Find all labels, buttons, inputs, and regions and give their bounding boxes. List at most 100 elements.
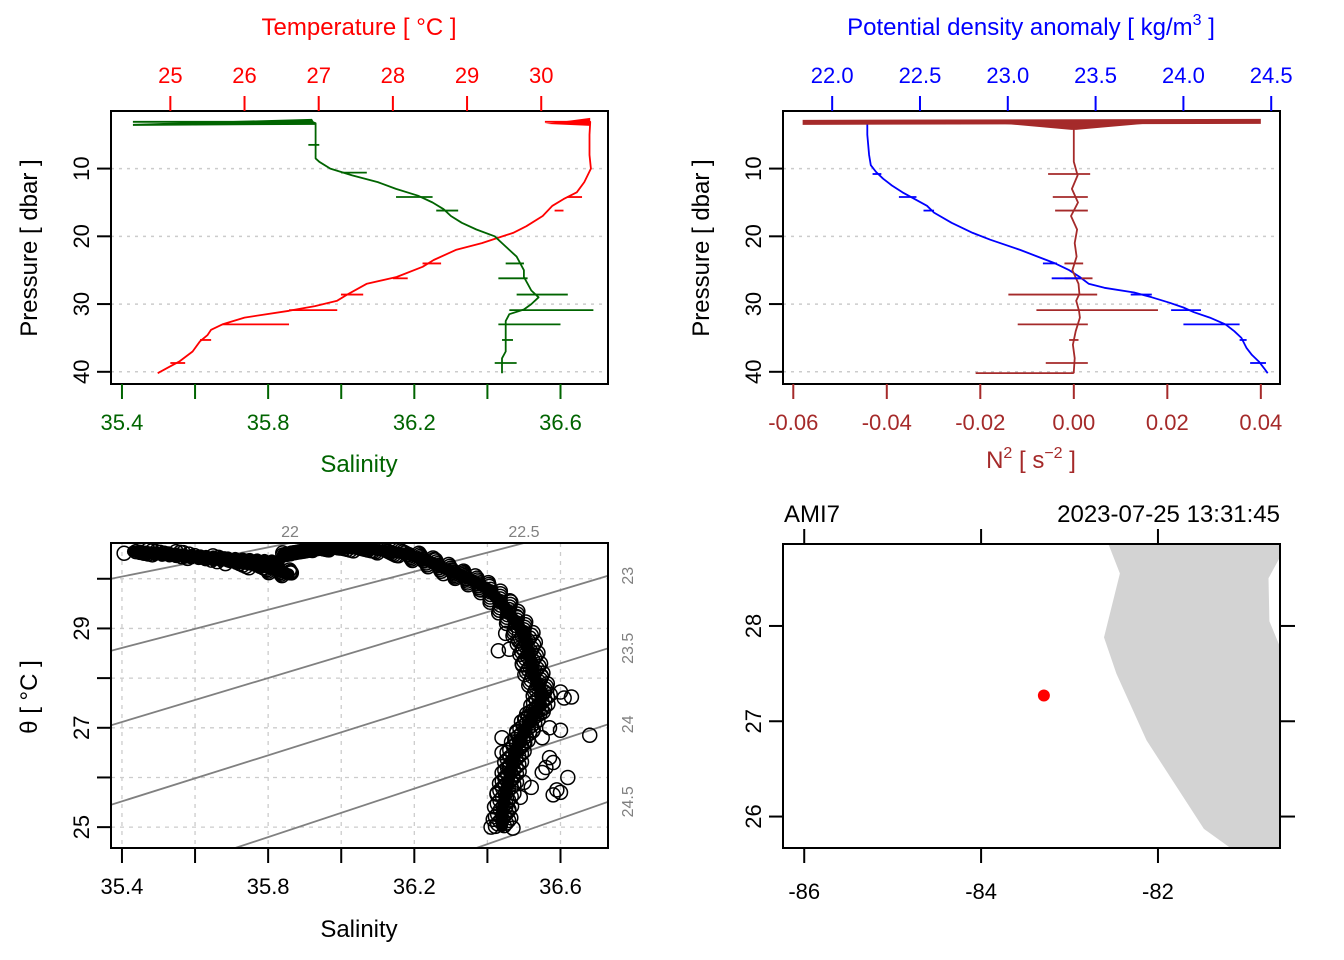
n2-surface-funnel	[1003, 123, 1144, 130]
pressure-tick-label: 20	[741, 224, 766, 248]
plot-frame	[782, 110, 1281, 385]
top-axis-tick-label: 26	[232, 63, 256, 88]
ts-point	[552, 784, 569, 801]
bottom-axis-tick-label: -0.04	[862, 410, 912, 435]
bottom-axis-tick-label: 36.2	[393, 410, 436, 435]
ts-diagram-panel: 22 22.5 23 23.5 24 24.5 25 27 29 35.4 35.8 36.2 36…	[16, 524, 637, 943]
pressure-tick-label: 10	[741, 156, 766, 180]
bottom-axis-tick-label: 0.04	[1239, 410, 1282, 435]
latitude-axis: 26 27 28	[741, 614, 1295, 829]
isopycnal-line	[111, 574, 608, 727]
ts-point-core	[496, 820, 509, 833]
isopycnal-labels: 22 22.5 23 23.5 24 24.5	[281, 524, 637, 817]
bottom-axis-tick-label: 35.8	[247, 410, 290, 435]
series-line-potential-density-anomaly	[819, 120, 1269, 374]
bottom-axis-tick-label: 0.00	[1052, 410, 1095, 435]
station-map-panel: AMI7 2023-07-25 13:31:45 -86 -84 -82 26272…	[741, 501, 1295, 904]
station-marker-layer	[1037, 689, 1050, 702]
top-axis-tick-label: 29	[455, 63, 479, 88]
salinity-axis: 35.4 35.8 36.2 36.6	[101, 384, 582, 435]
ts-point	[563, 689, 580, 705]
station-marker	[1037, 689, 1050, 702]
ts-point	[505, 820, 521, 836]
latitude-tick-label: 27	[741, 709, 766, 733]
land-polygon	[1104, 544, 1280, 848]
ts-point	[534, 764, 550, 781]
n2-title-main: N	[986, 447, 1003, 474]
pressure-axis: 10 20 30 40	[741, 156, 783, 384]
ts-point	[275, 545, 291, 561]
bottom-axis-tick-label: 0.02	[1146, 410, 1189, 435]
bottom-axis-tick-label: 35.4	[101, 410, 144, 435]
station-datetime: 2023-07-25 13:31:45	[1057, 501, 1280, 528]
theta-axis-title: θ [ °C ]	[16, 660, 43, 734]
pressure-tick-label: 40	[69, 360, 94, 384]
isopycnal-line	[234, 723, 608, 848]
n2-title-unit-sup: −2	[1044, 445, 1062, 462]
isopycnal-label: 23.5	[620, 633, 637, 664]
bottom-axis-tick-label: 36.6	[539, 410, 582, 435]
ts-point	[523, 779, 540, 796]
plot-frame	[110, 110, 609, 385]
pressure-tick-label: 20	[69, 224, 94, 248]
n2-title-sup: 2	[1003, 445, 1012, 462]
top-axis-tick-label: 24.5	[1250, 63, 1293, 88]
temperature-axis-title: Temperature [ °C ]	[262, 14, 457, 41]
n2-axis-title: N2 [ s−2 ]	[986, 445, 1076, 474]
pressure-tick-label: 30	[69, 292, 94, 316]
coastline-land	[1104, 544, 1280, 848]
n2-axis: -0.06 -0.04 -0.02 0.00 0.02 0.04	[768, 384, 1282, 435]
profile-data	[802, 118, 1269, 375]
top-axis-tick-label: 28	[381, 63, 405, 88]
salinity-tick-label: 35.8	[247, 874, 290, 899]
ts-point	[534, 729, 550, 746]
ts-point	[538, 759, 554, 776]
ts-point	[494, 744, 510, 761]
ts-point	[516, 734, 532, 751]
density-title-close: ]	[1202, 14, 1215, 41]
isopycnal-label: 24	[620, 715, 637, 733]
ts-point-core	[273, 554, 286, 567]
ts-point	[512, 789, 529, 806]
density-title-main: Potential density anomaly [ kg/m	[847, 14, 1193, 41]
isopycnal-label: 24.5	[620, 786, 637, 817]
ts-point	[483, 819, 499, 835]
ts-point	[494, 729, 510, 746]
ts-point	[560, 769, 576, 786]
top-axis-tick-label: 24.0	[1162, 63, 1205, 88]
theta-tick-label: 27	[69, 716, 94, 740]
longitude-tick-label: -82	[1142, 879, 1174, 904]
n2-title-close: ]	[1063, 447, 1076, 474]
series-line-n2	[1070, 121, 1081, 374]
latitude-tick-label: 28	[741, 614, 766, 638]
salinity-axis-title: Salinity	[320, 916, 397, 943]
longitude-tick-label: -86	[788, 879, 820, 904]
salinity-surface-streak	[132, 118, 316, 126]
density-axis-title: Potential density anomaly [ kg/m3 ]	[847, 12, 1215, 41]
pressure-tick-label: 10	[69, 156, 94, 180]
pressure-gridlines	[111, 167, 608, 373]
temperature-salinity-panel: Temperature [ °C ] 10 20 30 40 25 26 27 28 29 30…	[16, 14, 609, 478]
top-axis-tick-label: 30	[529, 63, 553, 88]
longitude-tick-label: -84	[965, 879, 997, 904]
top-axis-tick-label: 23.0	[986, 63, 1029, 88]
salinity-axis: 35.4 35.8 36.2 36.6	[101, 848, 582, 899]
plot-frame	[110, 542, 609, 849]
temperature-axis: 25 26 27 28 29 30	[158, 63, 553, 111]
top-axis-tick-label: 27	[306, 63, 330, 88]
isopycnal-label: 22	[281, 524, 299, 541]
ts-point	[497, 625, 514, 642]
ts-point	[490, 643, 507, 659]
density-axis: 22.0 22.5 23.0 23.5 24.0 24.5	[811, 63, 1293, 111]
series-line-salinity	[132, 120, 540, 374]
top-axis-tick-label: 23.5	[1074, 63, 1117, 88]
map-frame	[782, 543, 1281, 849]
pressure-gridlines	[783, 167, 1280, 373]
profile-data	[132, 117, 594, 374]
isopycnal-label: 23	[620, 567, 637, 585]
theta-tick-label: 25	[69, 815, 94, 839]
series-line-temperature	[157, 120, 592, 374]
pressure-tick-label: 30	[741, 292, 766, 316]
theta-tick-label: 29	[69, 616, 94, 640]
